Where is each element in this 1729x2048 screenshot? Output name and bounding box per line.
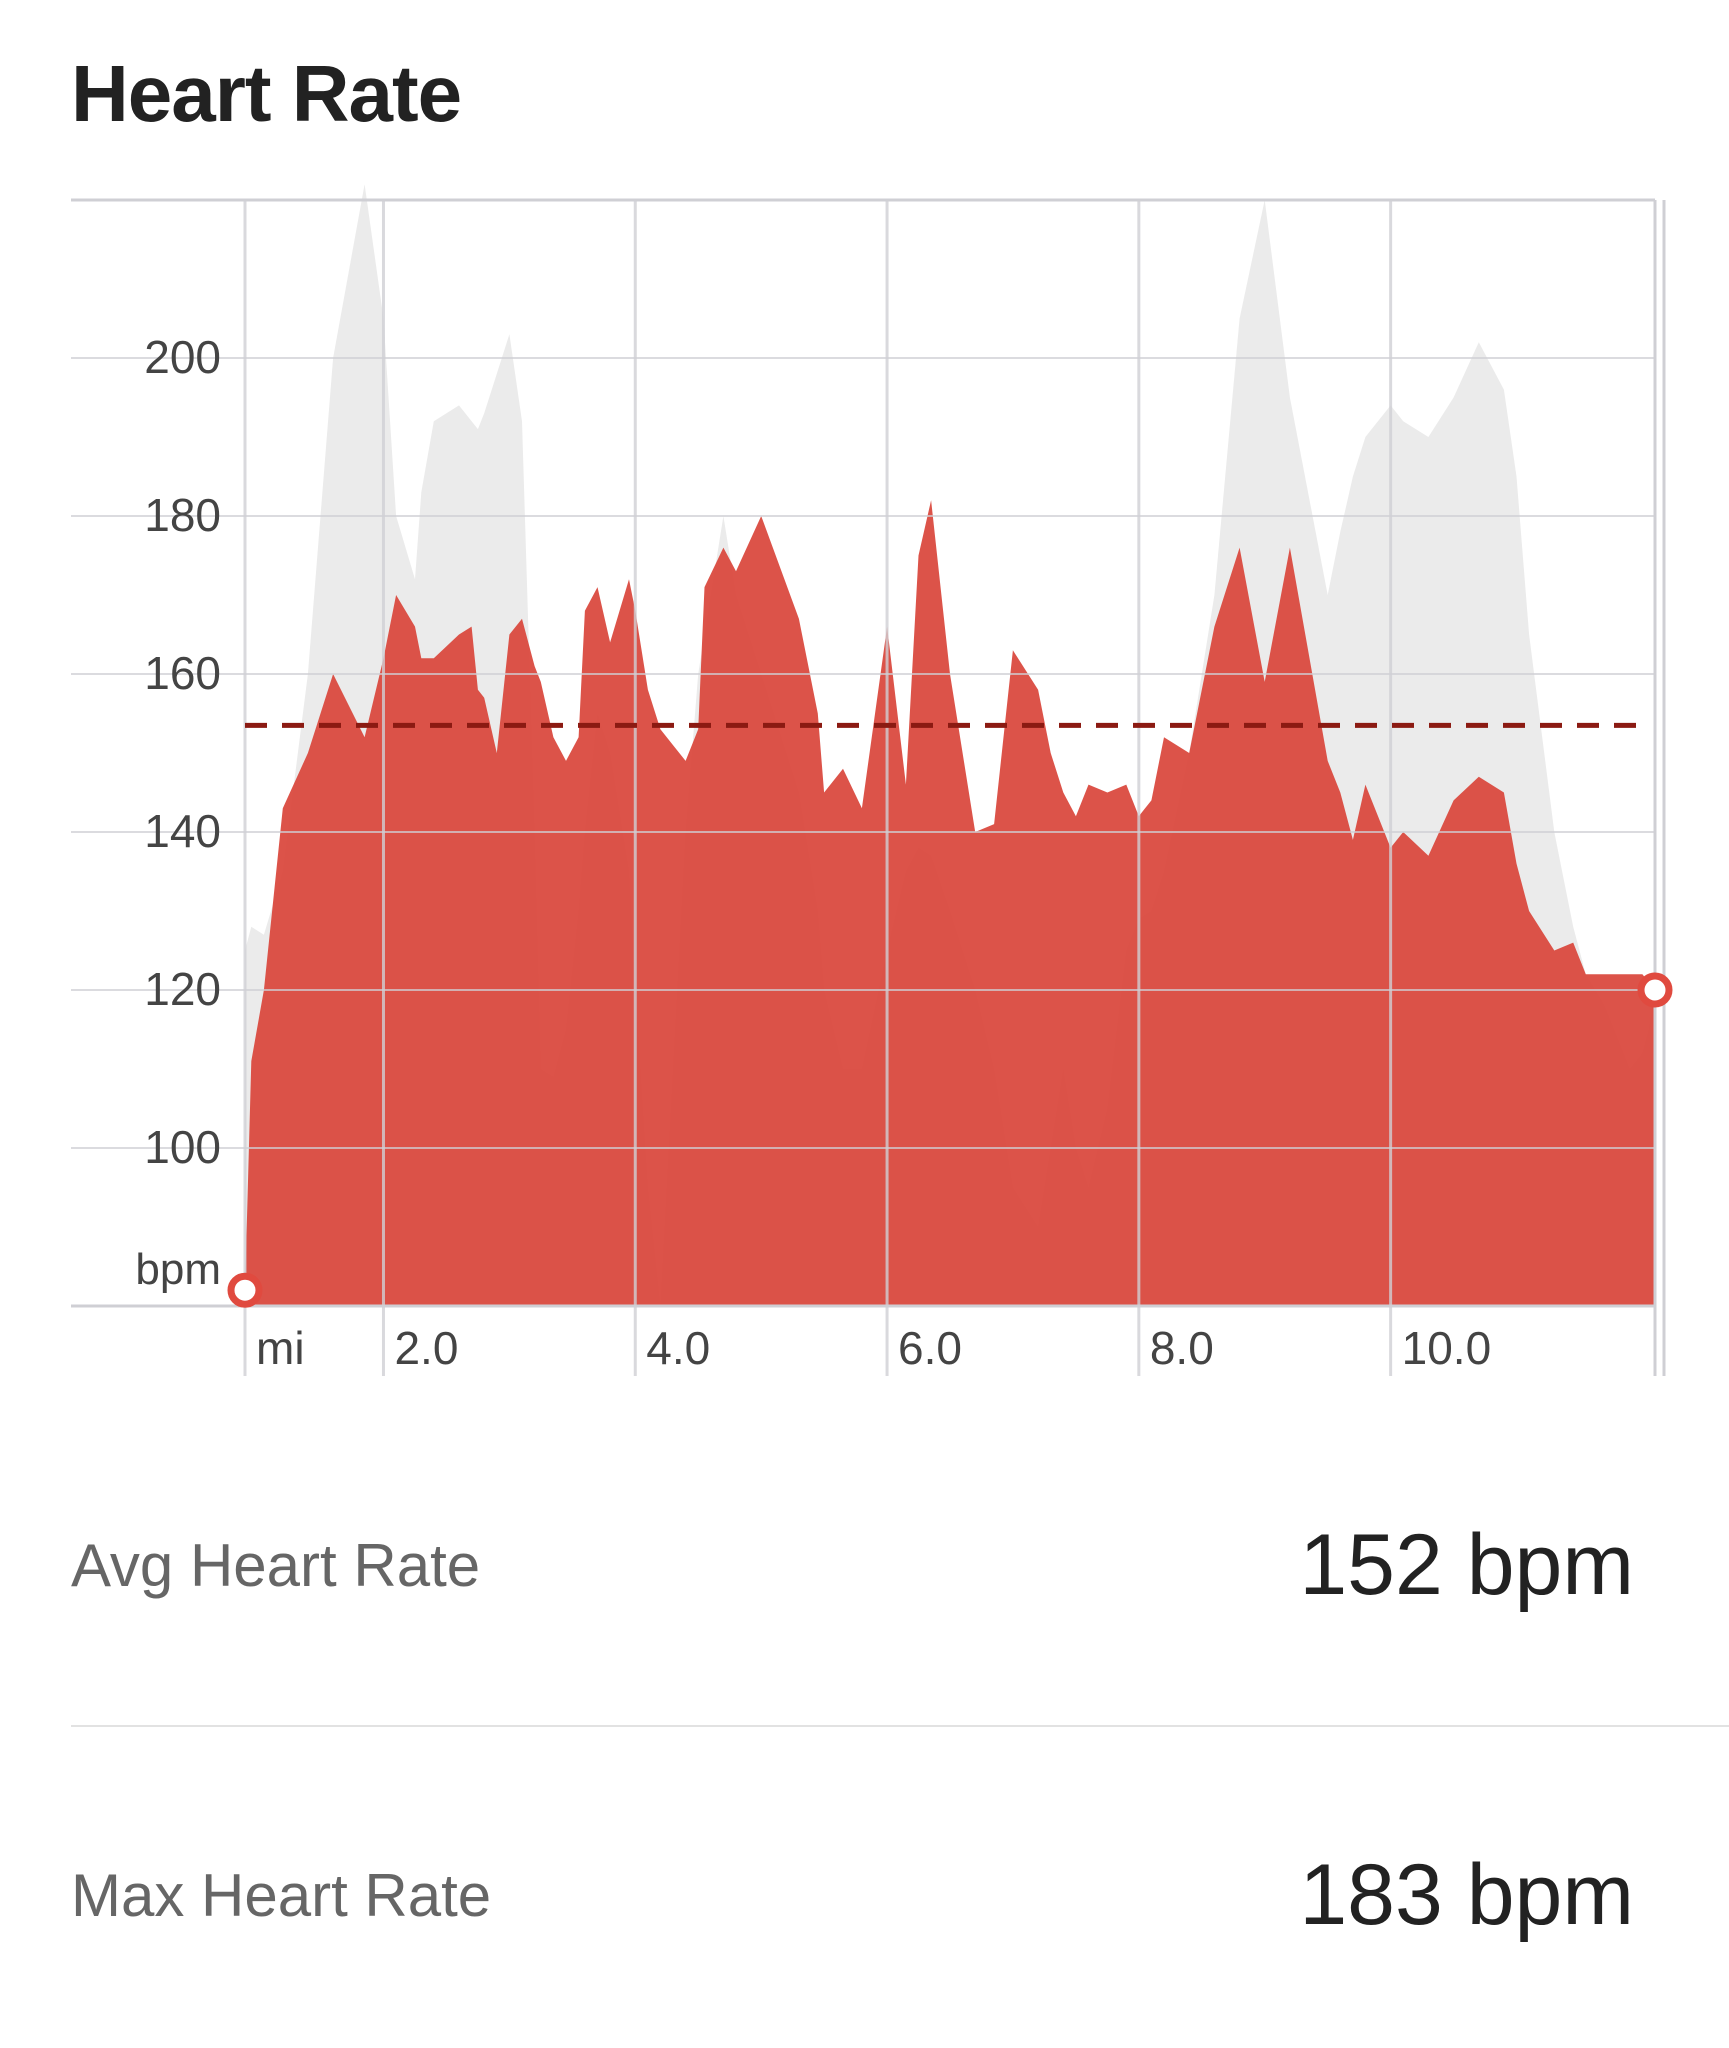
x-unit-label: mi [256,1322,305,1374]
x-tick-label: 8.0 [1150,1322,1214,1374]
end-marker [1637,972,1673,1008]
avg-heart-rate-row: Avg Heart Rate 152 bpm [71,1495,1634,1635]
y-tick-label: 140 [144,805,221,857]
x-tick-label: 4.0 [646,1322,710,1374]
max-heart-rate-row: Max Heart Rate 183 bpm [71,1825,1634,1965]
y-tick-label: 200 [144,331,221,383]
x-tick-label: 6.0 [898,1322,962,1374]
y-tick-label: 120 [144,963,221,1015]
y-tick-label: 180 [144,489,221,541]
heart-rate-area [245,500,1655,1306]
heart-rate-chart[interactable]: bpm 100 120 140 160 180 200 mi 2.0 4.0 6.0 8.0 10.0 [0,180,1729,1400]
y-tick-label: 160 [144,647,221,699]
start-marker [227,1272,263,1308]
chart-title: Heart Rate [71,49,462,138]
avg-heart-rate-label: Avg Heart Rate [71,1531,481,1599]
max-heart-rate-value: 183 bpm [1299,1846,1634,1943]
y-unit-label: bpm [135,1245,221,1294]
divider [71,1725,1729,1727]
max-heart-rate-label: Max Heart Rate [71,1861,492,1929]
avg-heart-rate-value: 152 bpm [1299,1516,1634,1613]
y-tick-label: 100 [144,1121,221,1173]
x-tick-label: 2.0 [394,1322,458,1374]
x-tick-label: 10.0 [1402,1322,1492,1374]
